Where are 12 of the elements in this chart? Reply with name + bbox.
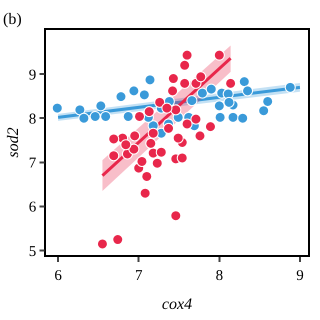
x-axis-title: cox4 [162, 296, 192, 313]
y-tick-label: 7 [28, 156, 37, 172]
x-tick-label: 9 [296, 268, 304, 284]
x-tick-label: 8 [216, 268, 224, 284]
y-axis-title: sod2 [5, 127, 22, 158]
y-tick-label: 8 [28, 111, 36, 128]
text: (b) [3, 11, 22, 28]
x-tick-label: 6 [54, 268, 62, 284]
y-tick-label: 6 [28, 200, 37, 216]
y-tick-label: 9 [28, 67, 36, 84]
y-tick-label: 5 [28, 244, 36, 260]
x-tick-label: 7 [134, 268, 143, 284]
